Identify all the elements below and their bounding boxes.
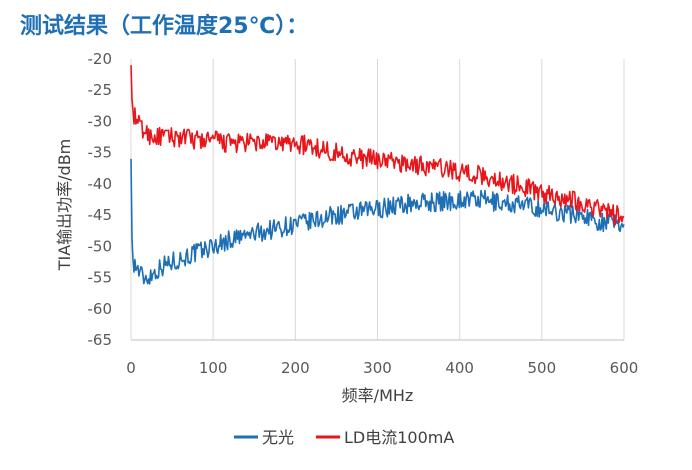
y-tick-label: -30 bbox=[88, 112, 113, 130]
series-line bbox=[130, 65, 625, 226]
x-tick-label: 500 bbox=[528, 359, 557, 377]
x-tick-label: 200 bbox=[281, 359, 310, 377]
x-tick-label: 300 bbox=[363, 359, 392, 377]
grid bbox=[130, 59, 625, 341]
y-tick-label: -25 bbox=[88, 81, 113, 99]
y-tick-label: -50 bbox=[88, 237, 113, 255]
y-tick-label: -55 bbox=[88, 269, 113, 287]
y-tick-label: -65 bbox=[88, 331, 113, 349]
page-heading: 测试结果（工作温度25℃）： bbox=[20, 14, 309, 39]
y-tick-label: -20 bbox=[88, 50, 113, 68]
x-tick-label: 100 bbox=[199, 359, 228, 377]
legend-label: LD电流100mA bbox=[344, 428, 454, 447]
series-lines bbox=[130, 65, 625, 285]
y-axis-title: TIA输出功率/dBm bbox=[55, 139, 74, 272]
legend-label: 无光 bbox=[262, 428, 294, 447]
legend: 无光 LD电流100mA bbox=[234, 428, 454, 447]
y-tick-labels: -20 -25 -30 -35 -40 -45 -50 -55 -60 -65 bbox=[88, 50, 113, 349]
x-axis-title: 频率/MHz bbox=[342, 386, 414, 405]
x-tick-labels: 0 100 200 300 400 500 600 bbox=[126, 359, 638, 377]
y-tick-label: -35 bbox=[88, 144, 113, 162]
y-tick-label: -60 bbox=[88, 300, 113, 318]
x-tick-label: 0 bbox=[126, 359, 136, 377]
y-tick-label: -45 bbox=[88, 206, 113, 224]
y-tick-label: -40 bbox=[88, 175, 113, 193]
x-tick-label: 600 bbox=[610, 359, 639, 377]
series-line bbox=[130, 158, 625, 285]
x-tick-label: 400 bbox=[445, 359, 474, 377]
